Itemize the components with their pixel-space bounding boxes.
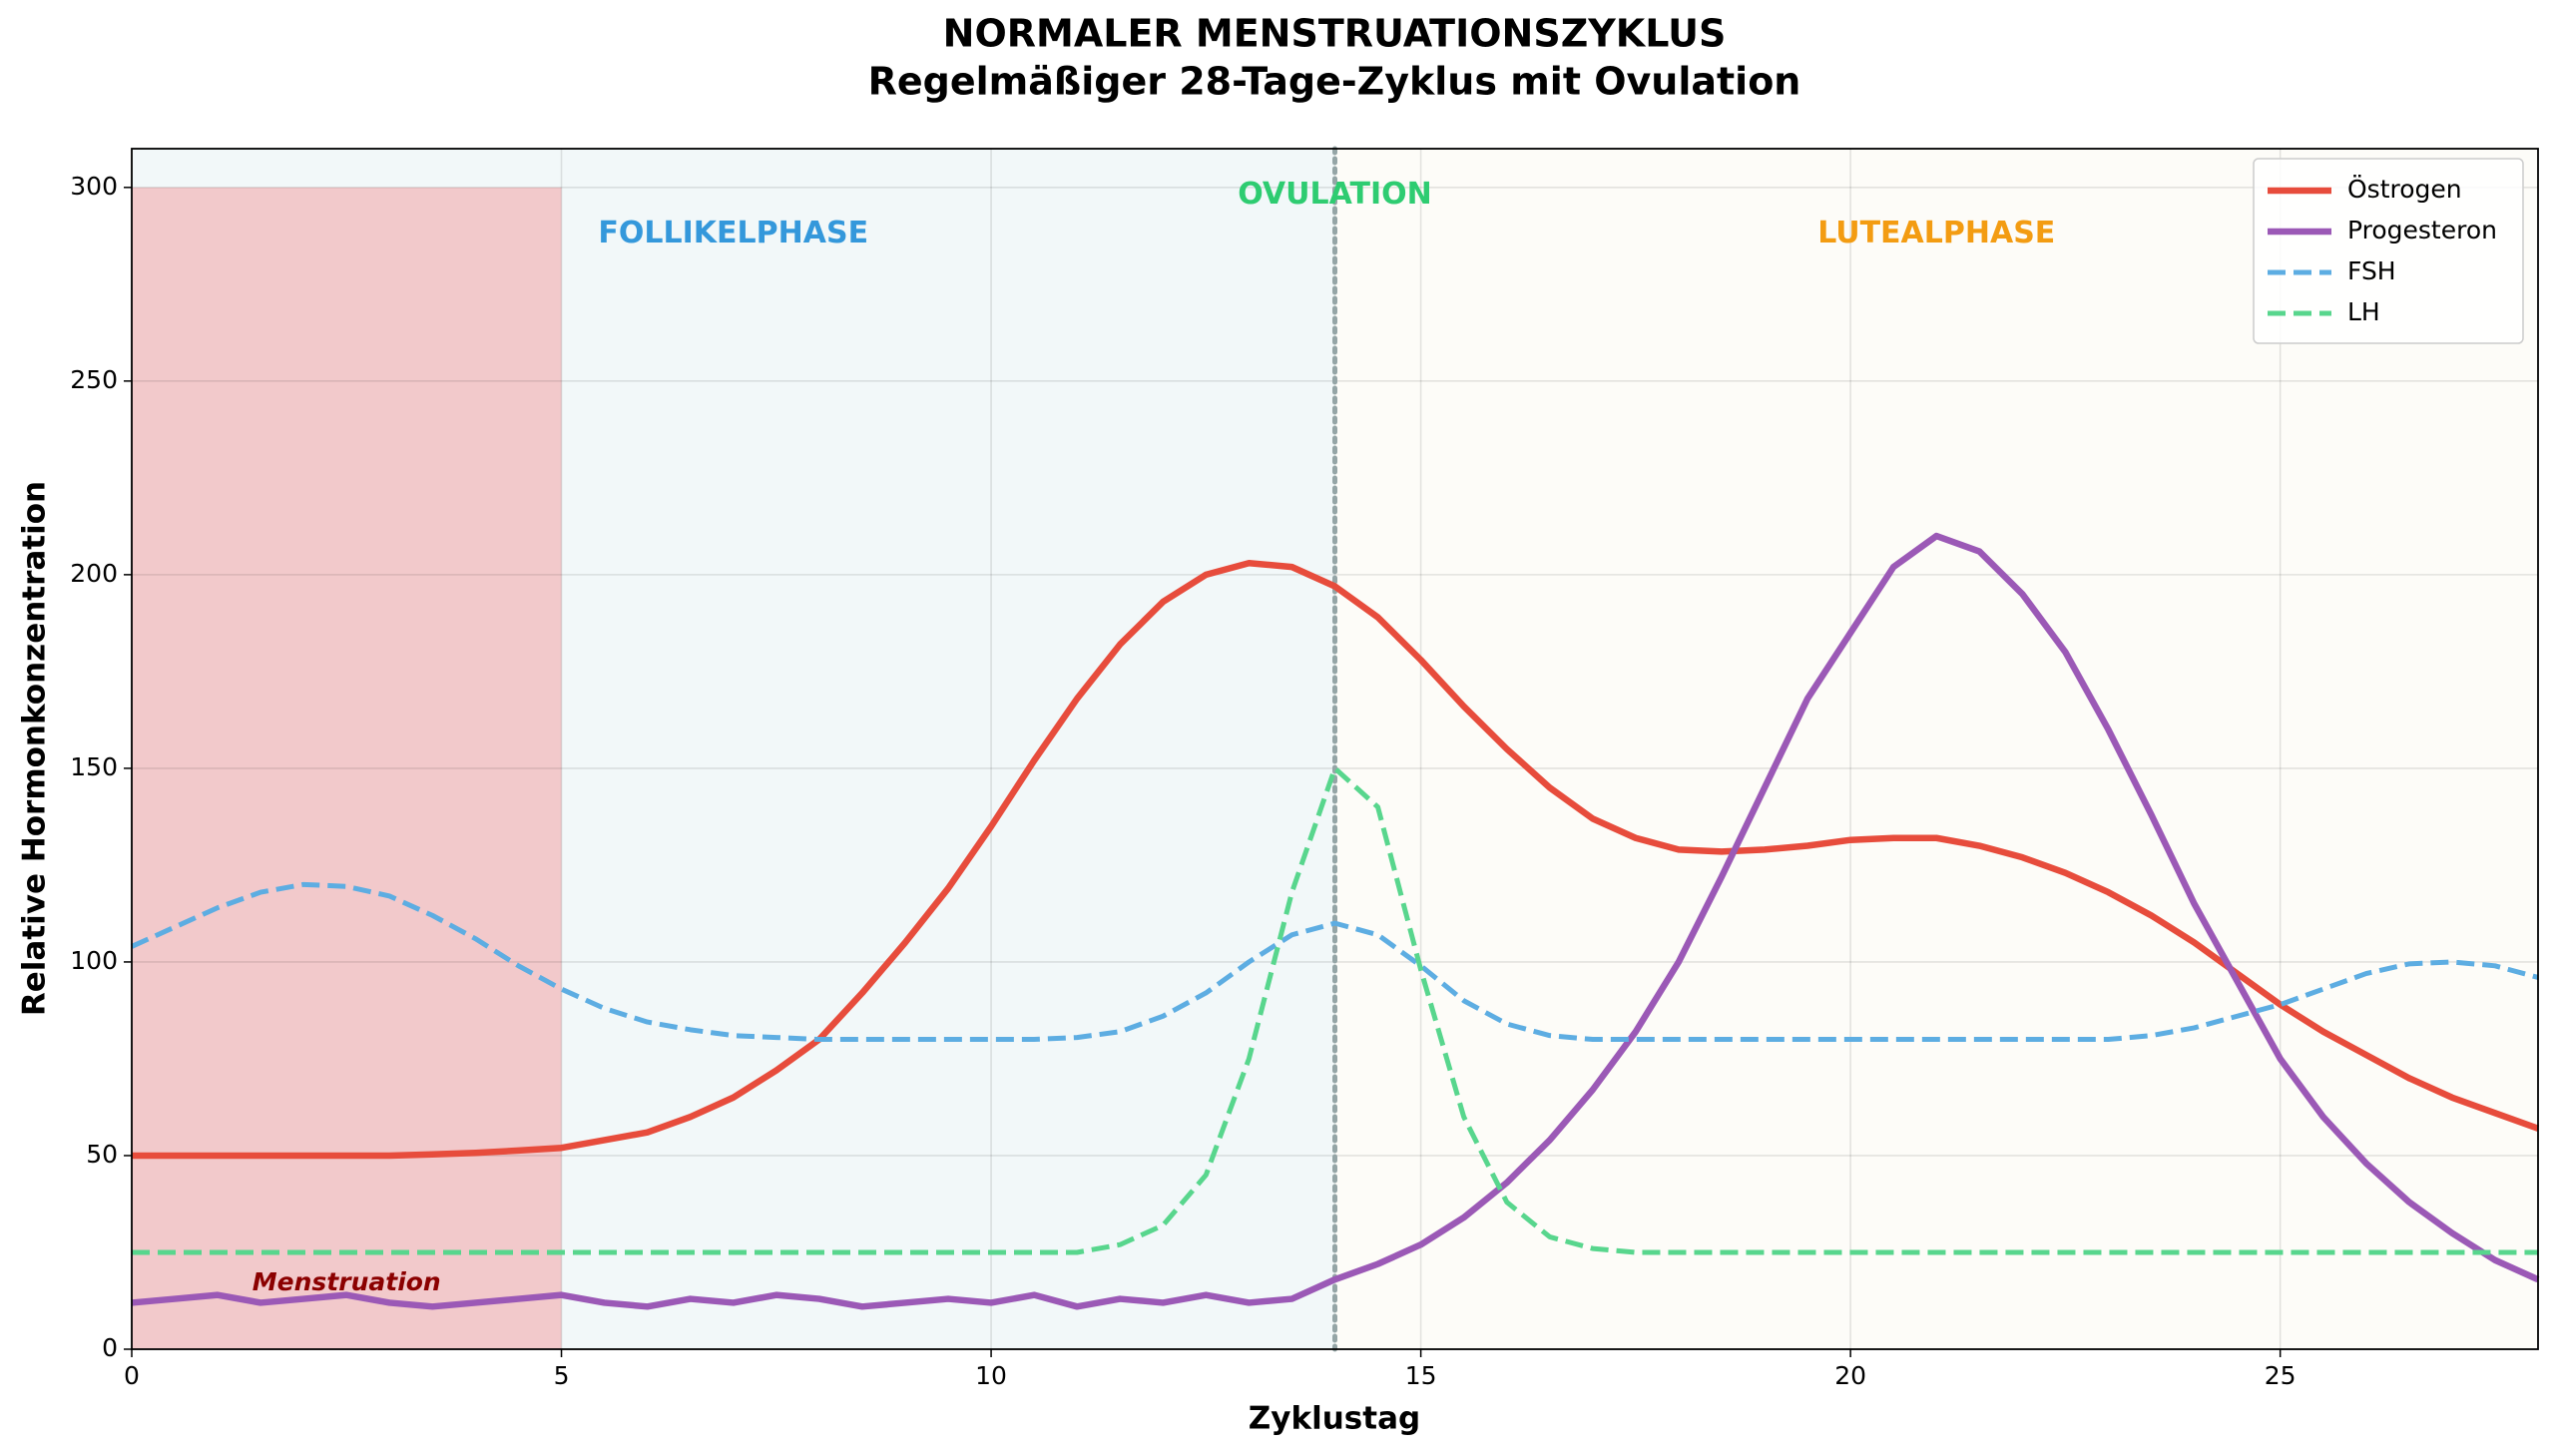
background-layer	[132, 149, 2538, 1350]
y-tick-label: 50	[86, 1140, 118, 1169]
y-tick-label: 150	[70, 752, 118, 781]
legend-label: FSH	[2347, 256, 2396, 285]
y-tick-label: 250	[70, 365, 118, 394]
x-tick-label: 5	[554, 1361, 570, 1390]
legend-label: Progesteron	[2347, 216, 2497, 244]
x-tick-label: 25	[2265, 1361, 2297, 1390]
y-tick-label: 200	[70, 559, 118, 588]
series-line	[132, 765, 2538, 1255]
y-tick-label: 0	[102, 1333, 118, 1362]
plot-frame	[131, 148, 2539, 1350]
phase-region	[1334, 149, 2538, 1349]
chart-subtitle: Regelmäßiger 28-Tage-Zyklus mit Ovulatio…	[868, 60, 1801, 104]
x-tick-label: 15	[1405, 1361, 1437, 1390]
legend-label: Östrogen	[2347, 175, 2462, 204]
series-line	[130, 881, 2539, 1043]
y-tick-label: 300	[70, 172, 118, 201]
series-line	[132, 559, 2540, 1160]
phase-annotation: Menstruation	[253, 1267, 441, 1296]
y-tick-label: 100	[70, 946, 118, 975]
series-line	[131, 532, 2540, 1310]
legend-box	[2253, 158, 2524, 344]
legend-label: LH	[2347, 297, 2380, 326]
phase-annotation: FOLLIKELPHASE	[598, 216, 868, 250]
phase-annotation: LUTEALPHASE	[1817, 216, 2055, 250]
y-axis-label: Relative Hormonkonzentration	[17, 481, 53, 1016]
x-tick-label: 20	[1834, 1361, 1866, 1390]
x-tick-label: 10	[975, 1361, 1007, 1390]
chart-title: NORMALER MENSTRUATIONSZYKLUS	[943, 12, 1727, 56]
x-axis-label: Zyklustag	[1249, 1401, 1420, 1437]
x-tick-label: 0	[124, 1361, 140, 1390]
phase-annotation: OVULATION	[1238, 177, 1432, 212]
